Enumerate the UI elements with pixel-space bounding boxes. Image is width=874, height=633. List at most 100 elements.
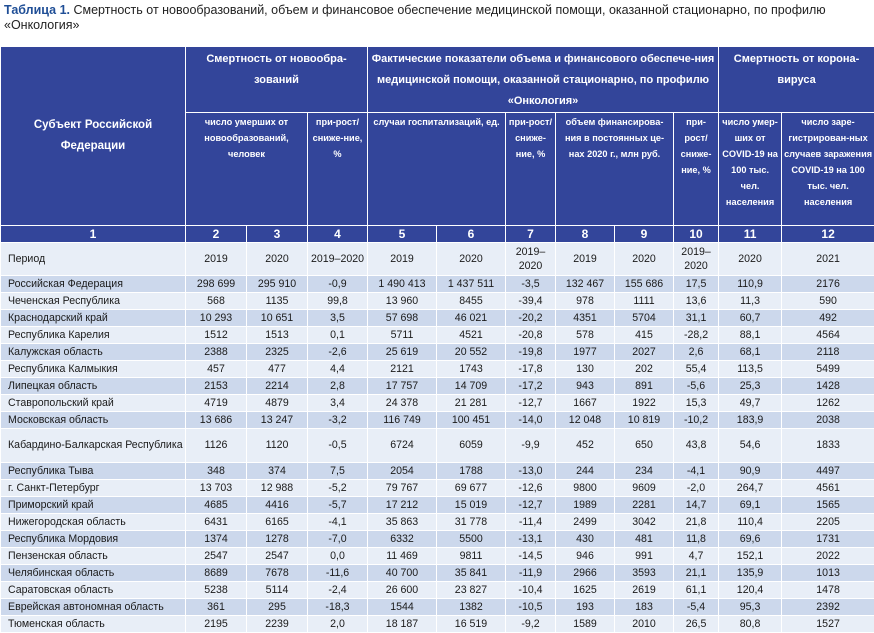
table-cell: 68,1	[719, 344, 782, 361]
table-cell: 4879	[247, 395, 308, 412]
table-cell: -20,8	[506, 327, 556, 344]
table-cell: 1 490 413	[368, 276, 437, 293]
table-cell: -14,0	[506, 412, 556, 429]
table-cell: 40 700	[368, 565, 437, 582]
table-cell: 2205	[782, 514, 874, 531]
group-header-mortality: Смертность от новообра-зований	[186, 47, 368, 113]
table-cell: 5704	[615, 310, 674, 327]
table-cell: 348	[186, 463, 247, 480]
table-cell: 978	[556, 293, 615, 310]
table-cell: 1135	[247, 293, 308, 310]
column-number: 5	[368, 226, 437, 243]
table-cell: 9811	[437, 548, 506, 565]
table-cell: 5114	[247, 582, 308, 599]
table-cell: 2388	[186, 344, 247, 361]
table-cell: 8455	[437, 293, 506, 310]
table-cell: -28,2	[674, 327, 719, 344]
column-number: 6	[437, 226, 506, 243]
period-cell: 2019–2020	[308, 243, 368, 276]
table-cell: 55,4	[674, 361, 719, 378]
table-cell: 21 281	[437, 395, 506, 412]
table-cell: 4719	[186, 395, 247, 412]
table-cell: 0,0	[308, 548, 368, 565]
table-cell: 2010	[615, 616, 674, 633]
column-number: 2	[186, 226, 247, 243]
table-cell: 5711	[368, 327, 437, 344]
table-cell: 1527	[782, 616, 874, 633]
table-cell: 1262	[782, 395, 874, 412]
table-cell: -9,9	[506, 429, 556, 463]
table-cell: 4,7	[674, 548, 719, 565]
table-cell: 4351	[556, 310, 615, 327]
table-cell: 69,1	[719, 497, 782, 514]
table-cell: 2054	[368, 463, 437, 480]
table-cell: -11,9	[506, 565, 556, 582]
table-cell: -19,8	[506, 344, 556, 361]
region-name: Приморский край	[1, 497, 186, 514]
subhead-change-hosp: при-рост/ сниже-ние, %	[506, 113, 556, 226]
table-cell: 946	[556, 548, 615, 565]
table-cell: 943	[556, 378, 615, 395]
table-cell: 1743	[437, 361, 506, 378]
table-cell: 24 378	[368, 395, 437, 412]
region-name: Республика Карелия	[1, 327, 186, 344]
table-cell: 25 619	[368, 344, 437, 361]
table-cell: -10,5	[506, 599, 556, 616]
table-cell: 132 467	[556, 276, 615, 293]
table-cell: -17,8	[506, 361, 556, 378]
table-cell: 202	[615, 361, 674, 378]
table-cell: 2392	[782, 599, 874, 616]
period-label: Период	[1, 243, 186, 276]
column-number: 9	[615, 226, 674, 243]
table-cell: 26,5	[674, 616, 719, 633]
region-name: Республика Тыва	[1, 463, 186, 480]
table-cell: 492	[782, 310, 874, 327]
table-cell: 100 451	[437, 412, 506, 429]
table-cell: 568	[186, 293, 247, 310]
table-cell: 4521	[437, 327, 506, 344]
region-name: г. Санкт-Петербург	[1, 480, 186, 497]
table-cell: -12,6	[506, 480, 556, 497]
column-number: 11	[719, 226, 782, 243]
table-cell: 1013	[782, 565, 874, 582]
table-cell: 7,5	[308, 463, 368, 480]
table-cell: -18,3	[308, 599, 368, 616]
table-cell: 991	[615, 548, 674, 565]
table-cell: 4416	[247, 497, 308, 514]
table-cell: 11,3	[719, 293, 782, 310]
table-cell: 2239	[247, 616, 308, 633]
table-cell: 120,4	[719, 582, 782, 599]
table-cell: 2966	[556, 565, 615, 582]
table-cell: 9609	[615, 480, 674, 497]
table-cell: 12 048	[556, 412, 615, 429]
table-cell: 113,5	[719, 361, 782, 378]
table-cell: 3,4	[308, 395, 368, 412]
column-number: 10	[674, 226, 719, 243]
table-head: Субъект Российской Федерации Смертность …	[1, 47, 874, 243]
table-cell: 1544	[368, 599, 437, 616]
table-cell: 1833	[782, 429, 874, 463]
table-cell: 2,8	[308, 378, 368, 395]
region-name: Калужская область	[1, 344, 186, 361]
table-cell: 2118	[782, 344, 874, 361]
table-cell: 80,8	[719, 616, 782, 633]
table-cell: 183,9	[719, 412, 782, 429]
table-cell: -12,7	[506, 395, 556, 412]
table-cell: 1788	[437, 463, 506, 480]
table-cell: 21,1	[674, 565, 719, 582]
table-cell: 1478	[782, 582, 874, 599]
table-cell: 1731	[782, 531, 874, 548]
table-cell: 4564	[782, 327, 874, 344]
table-cell: 2,6	[674, 344, 719, 361]
table-cell: 264,7	[719, 480, 782, 497]
table-cell: 11,8	[674, 531, 719, 548]
period-cell: 2020	[247, 243, 308, 276]
table-cell: 4685	[186, 497, 247, 514]
region-name: Кабардино-Балкарская Республика	[1, 429, 186, 463]
table-cell: 17 757	[368, 378, 437, 395]
